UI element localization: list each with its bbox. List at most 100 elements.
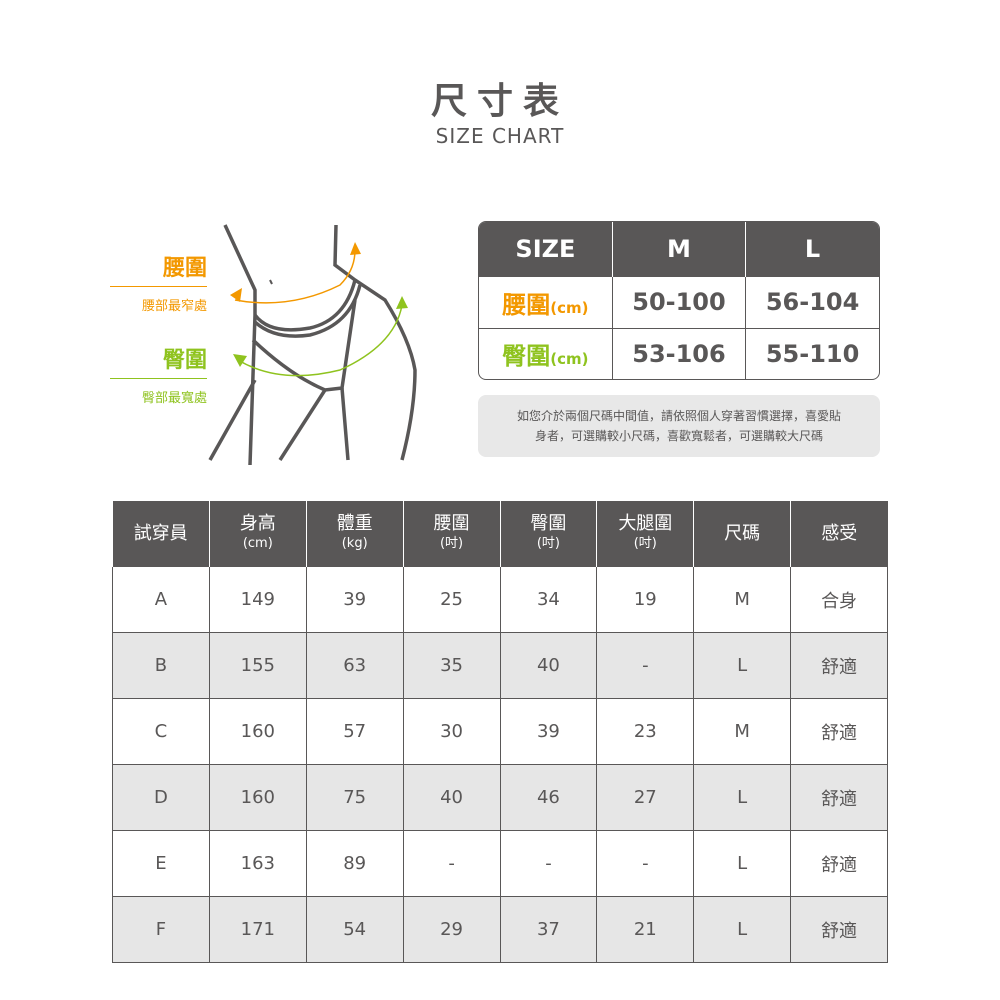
size-cell: 50-100 bbox=[611, 276, 746, 329]
trial-cell: 149 bbox=[208, 567, 307, 633]
size-row-label: 臀圍(cm) bbox=[479, 327, 613, 379]
size-header-row: SIZE M L bbox=[479, 222, 879, 277]
size-cell: 55-110 bbox=[745, 327, 879, 379]
trial-cell: 160 bbox=[208, 698, 307, 765]
trial-cell: B bbox=[112, 632, 210, 699]
trial-row: A 149 39 25 34 19 M 合身 bbox=[112, 567, 888, 633]
trial-cell: 37 bbox=[499, 896, 598, 963]
waist-label: 腰圍 腰部最窄處 bbox=[110, 250, 207, 314]
trial-cell: 163 bbox=[208, 830, 307, 897]
header-label: 尺碼 bbox=[724, 523, 761, 544]
body-outline-figure bbox=[208, 224, 417, 466]
size-chart-table: SIZE M L 腰圍(cm) 50-100 56-104 臀圍(cm) 53-… bbox=[478, 221, 880, 380]
trial-cell: 34 bbox=[499, 567, 598, 633]
header-unit: (吋) bbox=[439, 536, 464, 551]
trial-cell: F bbox=[112, 896, 210, 963]
size-header-cell: M bbox=[611, 222, 746, 277]
trial-cell: 171 bbox=[208, 896, 307, 963]
trial-table: 試穿員 身高 (cm) 體重 (kg) 腰圍 (吋) 臀圍 (吋) 大腿圍 (吋) 尺碼 感受 A 149… bbox=[112, 501, 888, 963]
trial-cell: L bbox=[693, 830, 792, 897]
header-unit: (cm) bbox=[242, 536, 273, 551]
page-title: 尺寸表 bbox=[430, 81, 569, 122]
trial-header-row: 試穿員 身高 (cm) 體重 (kg) 腰圍 (吋) 臀圍 (吋) 大腿圍 (吋) 尺碼 感受 bbox=[112, 501, 888, 567]
trial-row: D 160 75 40 46 27 L 舒適 bbox=[112, 764, 888, 831]
trial-header-cell: 體重 (kg) bbox=[305, 501, 404, 567]
trial-cell: 40 bbox=[402, 764, 501, 831]
trial-cell: 57 bbox=[305, 698, 404, 765]
trial-cell: 舒適 bbox=[790, 764, 888, 831]
trial-cell: 21 bbox=[596, 896, 695, 963]
trial-cell: - bbox=[499, 830, 598, 897]
trial-header-cell: 腰圍 (吋) bbox=[402, 501, 500, 567]
trial-row: C 160 57 30 39 23 M 舒適 bbox=[112, 698, 888, 765]
hip-label: 臀圍 臀部最寬處 bbox=[110, 342, 207, 406]
trial-cell: - bbox=[402, 830, 501, 897]
note-line: 如您介於兩個尺碼中間值，請依照個人穿著習慣選擇，喜愛貼 bbox=[516, 409, 841, 423]
trial-cell: 54 bbox=[305, 896, 404, 963]
header-label: 體重 bbox=[336, 513, 373, 534]
trial-row: B 155 63 35 40- L 舒適 bbox=[112, 632, 888, 699]
header-label: 腰圍 bbox=[433, 513, 470, 534]
trial-cell: 舒適 bbox=[790, 632, 888, 699]
size-header-cell: SIZE bbox=[479, 222, 613, 277]
header-unit: (吋) bbox=[536, 536, 561, 551]
trial-header-cell: 感受 bbox=[790, 501, 888, 567]
trial-cell: 舒適 bbox=[790, 830, 888, 897]
trial-cell: 23 bbox=[596, 698, 695, 765]
header-unit: (吋) bbox=[633, 536, 657, 551]
hip-desc: 臀部最寬處 bbox=[141, 391, 207, 406]
trial-cell: L bbox=[693, 896, 792, 963]
note-line: 身者，可選購較小尺碼，喜歡寬鬆者，可選購較大尺碼 bbox=[534, 429, 823, 443]
trial-cell: M bbox=[693, 567, 792, 633]
header-label: 大腿圍 bbox=[618, 513, 673, 534]
row-unit: (cm) bbox=[550, 350, 589, 369]
trial-cell: 39 bbox=[499, 698, 598, 765]
size-header-cell: L bbox=[745, 222, 879, 277]
trial-cell: 40 bbox=[499, 632, 598, 699]
trial-row: F 171 54 29 37 21 L 舒適 bbox=[112, 896, 888, 963]
trial-cell: 合身 bbox=[790, 567, 888, 633]
trial-cell: 25 bbox=[402, 567, 501, 633]
size-cell: 53-106 bbox=[611, 327, 746, 379]
trial-cell: C bbox=[112, 698, 210, 765]
trial-cell: 75 bbox=[305, 764, 404, 831]
trial-cell: 155 bbox=[208, 632, 307, 699]
trial-cell: 30 bbox=[402, 698, 501, 765]
size-row-hip: 臀圍(cm) 53-106 55-110 bbox=[479, 327, 879, 379]
header-unit: (kg) bbox=[341, 536, 368, 551]
trial-header-cell: 試穿員 bbox=[112, 501, 210, 567]
trial-cell: 89 bbox=[305, 830, 404, 897]
trial-cell: 舒適 bbox=[790, 896, 888, 963]
trial-cell: - bbox=[596, 830, 695, 897]
size-row-waist: 腰圍(cm) 50-100 56-104 bbox=[479, 276, 879, 329]
trial-cell: 29 bbox=[402, 896, 501, 963]
trial-cell: 160 bbox=[208, 764, 307, 831]
size-cell: 56-104 bbox=[745, 276, 879, 329]
row-unit: (cm) bbox=[550, 298, 589, 317]
waist-desc: 腰部最窄處 bbox=[141, 299, 207, 314]
hip-title: 臀圍 bbox=[110, 342, 207, 379]
size-note: 如您介於兩個尺碼中間值，請依照個人穿著習慣選擇，喜愛貼 身者，可選購較小尺碼，喜… bbox=[478, 395, 880, 457]
page-subtitle: SIZE CHART bbox=[435, 124, 565, 148]
trial-header-cell: 尺碼 bbox=[693, 501, 791, 567]
trial-cell: 19 bbox=[596, 567, 695, 633]
trial-cell: L bbox=[693, 764, 792, 831]
trial-cell: 27 bbox=[596, 764, 695, 831]
trial-header-cell: 臀圍 (吋) bbox=[499, 501, 597, 567]
trial-cell: L bbox=[693, 632, 792, 699]
trial-cell: 35 bbox=[402, 632, 501, 699]
trial-cell: M bbox=[693, 698, 792, 765]
trial-header-cell: 身高 (cm) bbox=[208, 501, 307, 567]
trial-cell: 46 bbox=[499, 764, 598, 831]
trial-cell: 舒適 bbox=[790, 698, 888, 765]
trial-row: E 163 89- - - L 舒適 bbox=[112, 830, 888, 897]
waist-title: 腰圍 bbox=[110, 250, 207, 287]
header-label: 臀圍 bbox=[530, 513, 567, 534]
trial-cell: - bbox=[596, 632, 695, 699]
trial-cell: E bbox=[112, 830, 210, 897]
header-label: 感受 bbox=[821, 523, 858, 544]
trial-cell: 63 bbox=[305, 632, 404, 699]
trial-cell: 39 bbox=[305, 567, 404, 633]
size-row-label: 腰圍(cm) bbox=[479, 276, 613, 329]
header-label: 試穿員 bbox=[133, 523, 188, 544]
